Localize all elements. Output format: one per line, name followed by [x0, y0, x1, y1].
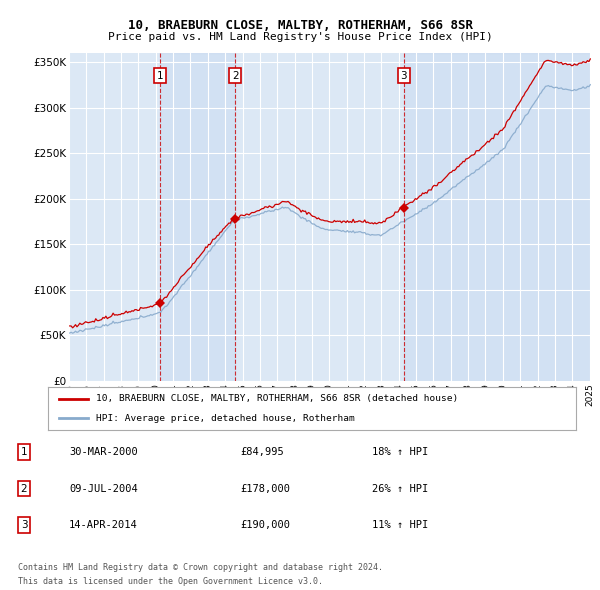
Text: 18% ↑ HPI: 18% ↑ HPI	[372, 447, 428, 457]
Text: 1: 1	[157, 71, 163, 81]
Text: 09-JUL-2004: 09-JUL-2004	[69, 484, 138, 493]
Text: 30-MAR-2000: 30-MAR-2000	[69, 447, 138, 457]
Bar	[404, 53, 591, 381]
Text: Price paid vs. HM Land Registry's House Price Index (HPI): Price paid vs. HM Land Registry's House …	[107, 32, 493, 42]
Text: 11% ↑ HPI: 11% ↑ HPI	[372, 520, 428, 530]
Text: £190,000: £190,000	[240, 520, 290, 530]
Text: Contains HM Land Registry data © Crown copyright and database right 2024.: Contains HM Land Registry data © Crown c…	[18, 563, 383, 572]
Text: 2: 2	[20, 484, 28, 493]
Text: 1: 1	[20, 447, 28, 457]
Text: HPI: Average price, detached house, Rotherham: HPI: Average price, detached house, Roth…	[95, 414, 354, 422]
Bar	[160, 53, 235, 381]
Text: 14-APR-2014: 14-APR-2014	[69, 520, 138, 530]
Text: £178,000: £178,000	[240, 484, 290, 493]
Text: 2: 2	[232, 71, 239, 81]
Text: 3: 3	[20, 520, 28, 530]
Text: 10, BRAEBURN CLOSE, MALTBY, ROTHERHAM, S66 8SR (detached house): 10, BRAEBURN CLOSE, MALTBY, ROTHERHAM, S…	[95, 394, 458, 403]
Text: This data is licensed under the Open Government Licence v3.0.: This data is licensed under the Open Gov…	[18, 577, 323, 586]
Text: 10, BRAEBURN CLOSE, MALTBY, ROTHERHAM, S66 8SR: 10, BRAEBURN CLOSE, MALTBY, ROTHERHAM, S…	[128, 19, 473, 32]
Text: 3: 3	[400, 71, 407, 81]
Text: £84,995: £84,995	[240, 447, 284, 457]
Text: 26% ↑ HPI: 26% ↑ HPI	[372, 484, 428, 493]
